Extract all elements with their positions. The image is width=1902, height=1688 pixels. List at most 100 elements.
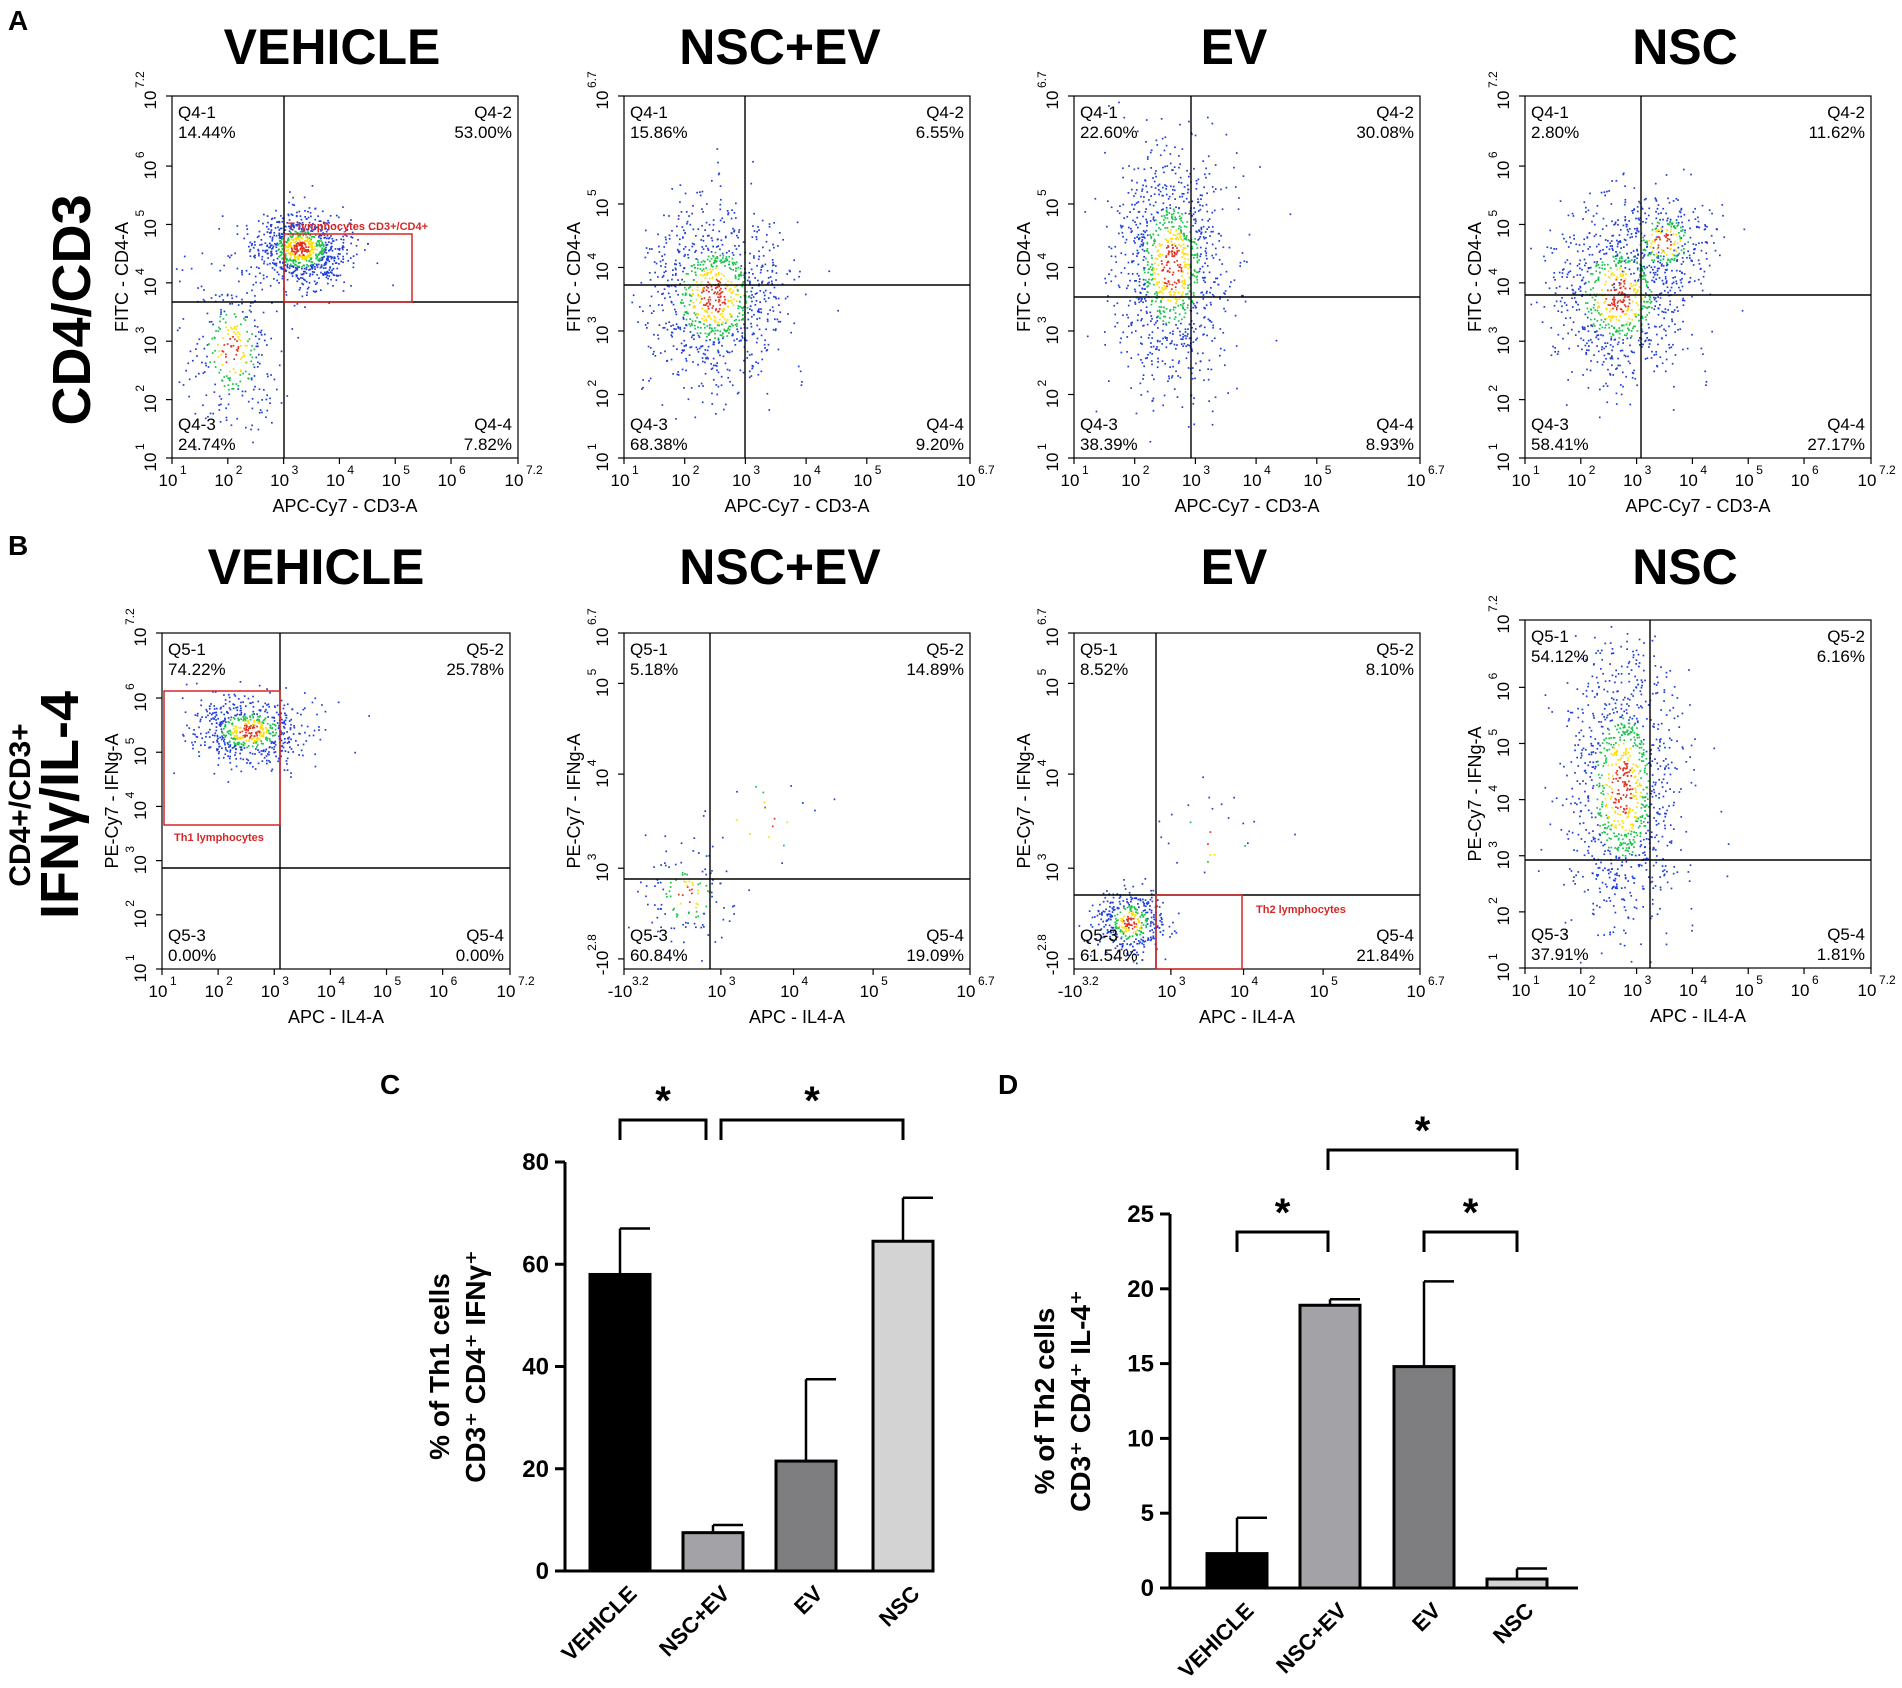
event-dot	[306, 291, 308, 294]
event-dot	[1168, 267, 1171, 270]
event-dot	[1665, 358, 1668, 361]
x-tick-label: 10	[1061, 471, 1080, 490]
event-dot	[1650, 301, 1653, 303]
event-dot	[302, 283, 305, 286]
event-dot	[1174, 297, 1177, 300]
event-dot	[1660, 264, 1663, 267]
y-tick-label: 10	[1494, 394, 1513, 413]
event-dot	[1193, 281, 1196, 284]
event-dot	[1586, 302, 1589, 304]
event-dot	[1614, 298, 1616, 301]
event-dot	[1684, 229, 1686, 232]
event-dot	[1121, 231, 1124, 234]
event-dot	[285, 257, 288, 260]
event-dot	[1174, 218, 1176, 221]
event-dot	[701, 190, 704, 193]
event-dot	[260, 239, 263, 241]
event-dot	[1168, 375, 1170, 378]
event-dot	[1138, 210, 1141, 213]
event-dot	[295, 243, 298, 245]
event-dot	[290, 247, 293, 250]
event-dot	[1197, 239, 1199, 241]
event-dot	[742, 281, 745, 283]
event-dot	[746, 279, 749, 282]
event-dot	[704, 332, 707, 335]
event-dot	[1215, 253, 1217, 256]
event-dot	[1622, 285, 1625, 288]
event-dot	[742, 241, 745, 243]
event-dot	[682, 236, 684, 238]
event-dot	[1168, 195, 1171, 198]
event-dot	[303, 255, 305, 258]
event-dot	[320, 264, 323, 266]
event-dot	[1634, 227, 1636, 230]
event-dot	[1635, 315, 1637, 318]
event-dot	[690, 270, 693, 273]
event-dot	[691, 324, 693, 326]
event-dot	[1133, 168, 1136, 171]
event-dot	[1611, 247, 1614, 250]
event-dot	[1674, 227, 1677, 230]
event-dot	[233, 331, 235, 334]
event-dot	[1627, 256, 1629, 259]
event-dot	[194, 412, 197, 415]
event-dot	[242, 352, 245, 354]
event-dot	[678, 243, 681, 246]
event-dot	[696, 267, 699, 270]
event-dot	[1589, 266, 1592, 269]
event-dot	[1656, 207, 1659, 210]
event-dot	[1702, 353, 1704, 355]
event-dot	[284, 245, 287, 247]
event-dot	[1574, 291, 1577, 294]
event-dot	[1636, 250, 1639, 252]
event-dot	[664, 266, 667, 268]
event-dot	[295, 244, 297, 247]
event-dot	[1136, 252, 1139, 255]
event-dot	[1657, 343, 1659, 346]
event-dot	[200, 732, 202, 735]
event-dot	[1177, 211, 1179, 214]
event-dot	[1206, 228, 1209, 230]
event-dot	[276, 704, 279, 707]
event-dot	[719, 219, 722, 222]
event-dot	[1169, 308, 1172, 311]
event-dot	[227, 333, 229, 335]
event-dot	[312, 264, 314, 267]
event-dot	[1577, 288, 1580, 290]
event-dot	[1200, 228, 1203, 231]
event-dot	[294, 253, 297, 256]
event-dot	[327, 258, 329, 261]
event-dot	[195, 375, 197, 378]
event-dot	[691, 320, 694, 322]
event-dot	[342, 241, 345, 244]
event-dot	[1688, 219, 1690, 222]
event-dot	[1161, 287, 1163, 289]
event-dot	[293, 247, 296, 249]
event-dot	[287, 248, 289, 251]
event-dot	[1590, 288, 1592, 291]
event-dot	[756, 230, 758, 233]
x-tick-label: 10	[1623, 471, 1642, 490]
event-dot	[1675, 233, 1678, 236]
y-tick-label: 10	[593, 389, 612, 408]
event-dot	[774, 296, 777, 298]
event-dot	[694, 305, 696, 307]
event-dot	[1206, 334, 1208, 337]
event-dot	[1203, 277, 1206, 279]
event-dot	[1196, 337, 1198, 340]
event-dot	[1611, 355, 1613, 357]
event-dot	[299, 733, 301, 735]
event-dot	[1146, 357, 1149, 359]
event-dot	[1162, 315, 1165, 318]
event-dot	[777, 348, 780, 351]
event-dot	[275, 243, 277, 246]
event-dot	[239, 726, 242, 729]
event-dot	[1169, 232, 1172, 234]
event-dot	[1715, 228, 1718, 230]
event-dot	[1679, 270, 1681, 272]
event-dot	[1166, 285, 1168, 288]
event-dot	[286, 265, 288, 267]
event-dot	[1168, 251, 1170, 254]
event-dot	[1672, 277, 1674, 279]
event-dot	[1665, 212, 1667, 215]
